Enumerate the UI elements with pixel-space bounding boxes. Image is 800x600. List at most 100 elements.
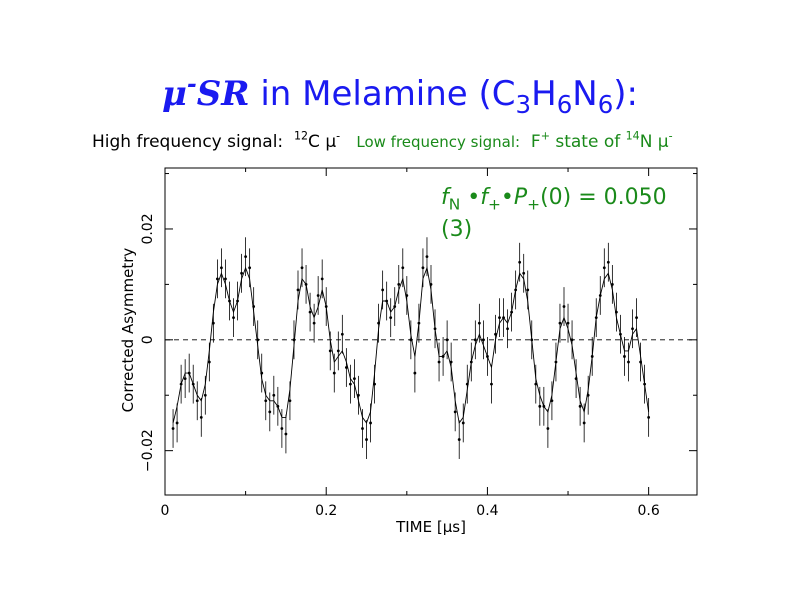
annot-f-sub: N [448,195,461,214]
point-marker [240,271,243,275]
point-marker [308,310,312,314]
point-marker [417,321,421,325]
annot-uncertainty: (3) [441,217,473,242]
point-marker [538,404,542,408]
point-marker [530,338,534,342]
point-marker [441,355,445,358]
data-point [268,392,272,432]
point-marker [602,266,606,270]
point-marker [381,288,385,292]
title-end: ): [613,74,639,114]
data-point [417,303,421,343]
data-point [473,320,477,360]
point-marker [276,404,280,408]
point-marker [542,404,546,408]
low-state-text: state of [549,132,626,152]
point-marker [401,266,405,270]
point-marker [328,349,332,353]
high-frequency-label: High frequency signal: [92,132,284,152]
point-marker [300,266,304,270]
data-point [211,303,215,343]
annot-f: f [441,185,449,210]
point-marker [272,393,276,397]
data-point [187,353,191,393]
annot-dot2: • [500,185,514,210]
data-point [486,337,489,376]
data-point [437,342,441,382]
data-point [534,364,538,404]
point-marker [288,399,292,403]
annot-p: P [513,185,528,210]
data-point [562,287,566,326]
point-marker [220,266,223,270]
data-point [272,375,276,415]
point-marker [546,427,550,430]
point-marker [437,360,441,364]
signal-description: High frequency signal: 12C μ- Low freque… [92,129,673,158]
data-point [566,303,570,343]
data-point [195,381,199,421]
point-marker [510,310,514,314]
data-point [203,375,207,415]
data-point [461,403,465,443]
point-marker [473,338,477,342]
low-isotope: 14 [625,129,640,143]
data-point [312,303,316,343]
data-point [514,270,518,310]
point-marker [586,393,590,397]
low-frequency-label: Low frequency signal: [356,133,521,151]
point-marker [187,371,191,375]
data-point [344,348,348,387]
data-point [502,298,505,338]
point-marker [486,355,489,358]
data-point [631,309,634,349]
data-point [377,303,381,343]
data-point [397,264,401,304]
point-marker [199,416,203,419]
point-marker [369,421,372,425]
point-marker [292,338,296,342]
x-tick-label: 0.2 [315,503,337,519]
title-sub-6a: 6 [556,89,573,119]
point-marker [203,393,207,397]
data-point [304,264,308,304]
point-marker [481,338,485,342]
data-point [441,337,445,376]
point-marker [469,360,473,364]
point-marker [457,438,461,441]
point-marker [429,282,433,286]
annot-f2: f [480,185,488,210]
x-tick-label: 0.6 [638,503,660,519]
point-marker [623,355,626,358]
low-sign: - [668,129,673,143]
data-point [506,309,509,349]
point-marker [518,260,522,264]
point-marker [494,332,497,336]
data-point [320,259,324,299]
point-marker [639,360,642,364]
data-point [215,259,219,299]
data-point [276,386,280,426]
point-marker [195,399,199,403]
point-marker [502,316,505,320]
point-marker [582,421,586,425]
data-point [191,364,195,404]
point-marker [348,382,352,386]
point-marker [534,382,538,386]
data-point [413,353,417,393]
data-point [490,364,493,404]
point-marker [284,432,288,436]
high-species: C μ [308,132,337,152]
x-tick-label: 0.4 [476,503,498,519]
point-marker [357,393,360,397]
point-marker [461,421,465,425]
data-point [228,281,231,321]
point-marker [558,321,562,325]
point-marker [550,399,554,403]
y-axis-label: Corrected Asymmetry [119,248,137,413]
data-point [647,398,651,437]
title-h: H [531,74,557,114]
point-marker [574,377,578,381]
point-marker [304,282,308,286]
data-point [425,237,429,277]
